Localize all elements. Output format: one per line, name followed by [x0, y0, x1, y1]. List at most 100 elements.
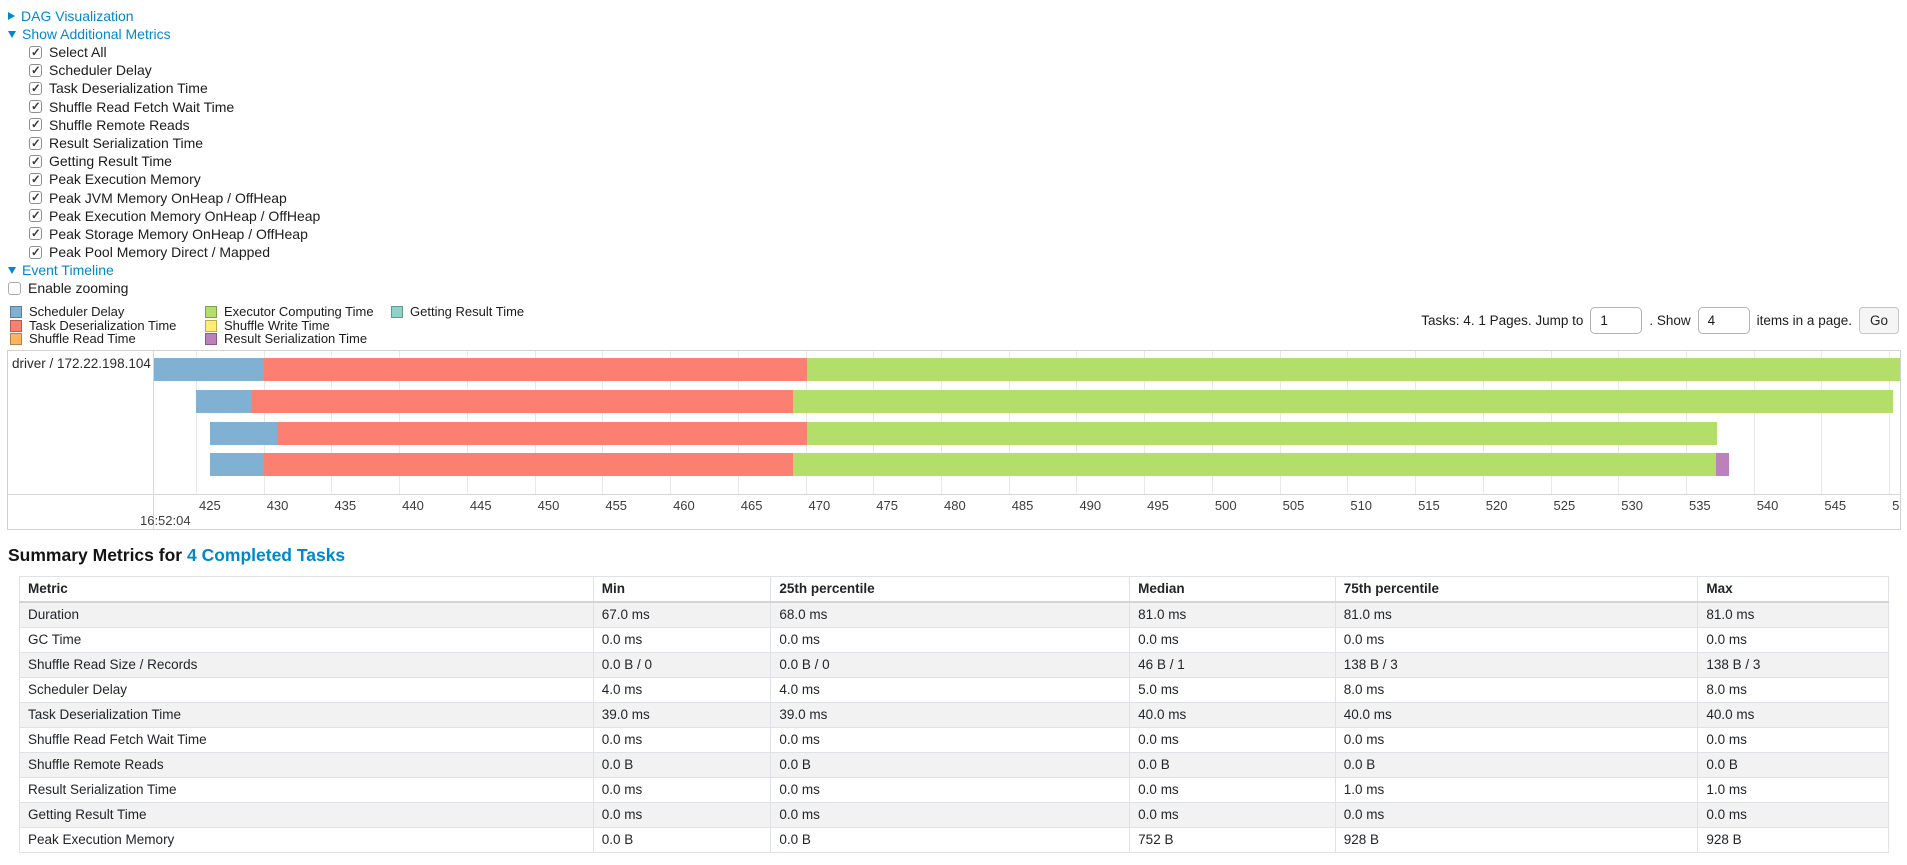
metric-checkbox-item[interactable]: Shuffle Read Fetch Wait Time	[29, 98, 1907, 116]
metric-value-cell: 0.0 ms	[1334, 727, 1699, 754]
axis-time-label: 16:52:04	[139, 513, 191, 529]
metric-value-cell: 0.0 ms	[770, 727, 1131, 754]
go-button[interactable]: Go	[1858, 307, 1899, 335]
executor-computing-swatch-icon	[205, 306, 217, 319]
jump-to-page-input[interactable]	[1590, 307, 1643, 335]
legend-label: Shuffle Write Time	[224, 317, 330, 333]
task-segment-task-deserialization[interactable]	[277, 422, 807, 446]
metric-value-cell: 752 B	[1129, 827, 1336, 854]
event-timeline-link[interactable]: Event Timeline	[22, 262, 114, 279]
metric-checkbox-item[interactable]: Peak Pool Memory Direct / Mapped	[29, 243, 1907, 261]
metric-value-cell: 0.0 B	[770, 827, 1131, 854]
table-column-header: 25th percentile	[770, 576, 1131, 604]
metric-value-cell: 40.0 ms	[1334, 702, 1699, 729]
enable-zooming-option[interactable]: Enable zooming	[8, 279, 1907, 297]
task-segment-executor-computing[interactable]	[793, 453, 1716, 477]
axis-tick-label: 500	[1214, 498, 1237, 514]
table-row: Peak Execution Memory 0.0 B 0.0 B 752 B 928 …	[19, 827, 1889, 854]
metric-value-cell: 0.0 B	[592, 752, 772, 779]
metric-checkbox-label: Peak Execution Memory	[49, 171, 201, 188]
axis-tick-label: 480	[943, 498, 966, 514]
metric-checkbox[interactable]	[29, 245, 42, 259]
metric-value-cell: 0.0 B	[1334, 752, 1699, 779]
axis-tick-label: 515	[1418, 498, 1440, 514]
metric-value-cell: 0.0 ms	[1129, 777, 1336, 804]
axis-tick-label: 440	[402, 498, 424, 514]
metric-value-cell: 0.0 B	[1697, 752, 1889, 779]
show-additional-metrics-toggle[interactable]: Show Additional Metrics	[8, 25, 1907, 43]
metric-checkbox-label: Peak Storage Memory OnHeap / OffHeap	[49, 225, 308, 242]
metric-checkbox-item[interactable]: Peak JVM Memory OnHeap / OffHeap	[29, 189, 1907, 207]
stage-controls: DAG Visualization Show Additional Metric…	[0, 0, 1907, 297]
axis-tick-label: 545	[1824, 498, 1847, 514]
metric-checkbox-item[interactable]: Result Serialization Time	[29, 134, 1907, 152]
task-segment-task-deserialization[interactable]	[251, 390, 794, 414]
axis-tick-label: 525	[1553, 498, 1576, 514]
metric-value-cell: 8.0 ms	[1697, 677, 1889, 704]
table-row: Shuffle Read Fetch Wait Time 0.0 ms 0.0 ms…	[19, 727, 1889, 754]
metric-checkbox[interactable]	[29, 136, 42, 150]
table-column-header: 75th percentile	[1334, 576, 1699, 604]
task-segment-scheduler-delay[interactable]	[195, 390, 252, 414]
show-additional-metrics-link[interactable]: Show Additional Metrics	[22, 26, 171, 42]
enable-zooming-checkbox[interactable]	[8, 281, 21, 295]
axis-tick-label: 435	[334, 498, 357, 514]
metric-checkbox-item[interactable]: Peak Execution Memory OnHeap / OffHeap	[29, 207, 1907, 225]
task-segment-task-deserialization[interactable]	[263, 358, 807, 382]
metric-value-cell: 0.0 ms	[592, 627, 772, 654]
metric-checkbox-item[interactable]: Task Deserialization Time	[29, 79, 1907, 97]
metric-checkbox-item[interactable]: Peak Storage Memory OnHeap / OffHeap	[29, 225, 1907, 243]
axis-tick-label: 430	[266, 498, 289, 514]
metric-value-cell: 39.0 ms	[592, 702, 772, 729]
expanded-arrow-icon	[8, 266, 16, 274]
task-segment-scheduler-delay[interactable]	[209, 422, 278, 446]
table-row: Getting Result Time 0.0 ms 0.0 ms 0.0 ms 0.0…	[19, 802, 1889, 829]
legend-item: Scheduler Delay	[10, 305, 205, 319]
axis-tick-label: 495	[1147, 498, 1169, 514]
table-column-header: Min	[592, 576, 772, 604]
event-timeline-toggle[interactable]: Event Timeline	[8, 261, 1907, 279]
items-per-page-input[interactable]	[1697, 307, 1750, 335]
completed-tasks-link[interactable]: 4 Completed Tasks	[186, 545, 346, 566]
table-row: Result Serialization Time 0.0 ms 0.0 ms 0.0…	[19, 777, 1889, 804]
metric-checkbox[interactable]	[29, 45, 42, 59]
task-segment-executor-computing[interactable]	[793, 390, 1894, 414]
metric-checkbox-item[interactable]: Scheduler Delay	[29, 61, 1907, 79]
axis-line	[8, 494, 1900, 496]
timeline-plot-area	[154, 351, 1900, 495]
legend-label: Task Deserialization Time	[29, 317, 177, 333]
metric-checkbox-item[interactable]: Getting Result Time	[29, 152, 1907, 170]
metric-value-cell: 68.0 ms	[770, 601, 1131, 629]
metric-checkbox[interactable]	[29, 226, 42, 241]
metric-checkbox[interactable]	[29, 190, 42, 205]
legend-item: Shuffle Write Time	[205, 319, 391, 333]
dag-visualization-link[interactable]: DAG Visualization	[21, 8, 134, 24]
metric-checkbox[interactable]	[29, 63, 42, 77]
metric-value-cell: 0.0 B / 0	[592, 652, 772, 679]
task-segment-scheduler-delay[interactable]	[154, 358, 264, 382]
metric-value-cell: 0.0 B / 0	[770, 652, 1131, 679]
metric-checkbox-item[interactable]: Shuffle Remote Reads	[29, 116, 1907, 134]
metric-checkbox[interactable]	[29, 117, 42, 132]
metric-value-cell: 0.0 ms	[1697, 627, 1889, 654]
task-segment-scheduler-delay[interactable]	[209, 453, 264, 477]
dag-visualization-toggle[interactable]: DAG Visualization	[8, 7, 1907, 25]
metric-checkbox[interactable]	[29, 81, 42, 95]
task-segment-task-deserialization[interactable]	[263, 453, 794, 477]
metric-checkbox[interactable]	[29, 208, 42, 223]
metric-checkbox-label: Peak JVM Memory OnHeap / OffHeap	[49, 189, 287, 206]
metric-value-cell: 138 B / 3	[1334, 652, 1699, 679]
metric-checkbox-label: Select All	[49, 44, 107, 61]
metric-value-cell: 138 B / 3	[1697, 652, 1889, 679]
metric-checkbox[interactable]	[29, 172, 42, 186]
metric-checkbox-item[interactable]: Peak Execution Memory	[29, 170, 1907, 188]
axis-tick-label: 465	[740, 498, 763, 514]
task-segment-executor-computing[interactable]	[806, 422, 1718, 446]
metric-checkbox-item[interactable]: Select All	[29, 43, 1907, 61]
metric-checkbox[interactable]	[29, 154, 42, 168]
task-segment-executor-computing[interactable]	[806, 358, 1900, 382]
metric-checkbox[interactable]	[29, 99, 42, 114]
task-segment-result-serialization[interactable]	[1715, 453, 1730, 477]
table-column-header: Median	[1129, 576, 1336, 604]
metric-value-cell: 0.0 ms	[770, 802, 1131, 829]
